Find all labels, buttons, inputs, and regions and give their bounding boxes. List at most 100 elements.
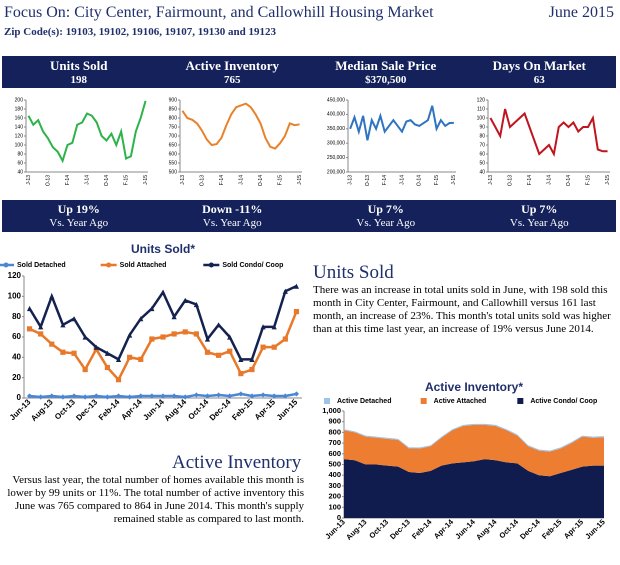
marker — [38, 394, 44, 400]
marker — [282, 336, 288, 342]
x-tick-label: O-14 — [258, 175, 264, 186]
change: Up 7% Vs. Year Ago — [309, 200, 463, 232]
marker — [160, 289, 166, 295]
change-value: Up 19% — [57, 202, 100, 216]
x-tick-label: J-15 — [143, 175, 149, 185]
y-tick-label: 800 — [328, 427, 341, 436]
y-tick-label: 550 — [169, 160, 178, 166]
x-tick-label: F-15 — [434, 175, 440, 186]
x-tick-label: Apr-14 — [432, 517, 456, 541]
x-tick-label: Dec-14 — [208, 397, 233, 422]
kpi-value: 198 — [70, 74, 88, 86]
kpi-value: $370,500 — [365, 74, 407, 86]
marker — [82, 394, 88, 400]
y-tick-label: 100 — [15, 142, 24, 148]
marker — [71, 393, 77, 399]
x-tick-label: J-14 — [238, 175, 244, 185]
marker — [293, 283, 300, 289]
legend-swatch — [324, 398, 330, 404]
change: Down -11% Vs. Year Ago — [156, 200, 310, 232]
y-tick-label: 90 — [479, 124, 485, 130]
marker — [182, 329, 188, 335]
legend-marker — [3, 262, 9, 268]
x-tick-label: Apr-15 — [562, 517, 585, 540]
y-tick-label: 70 — [479, 142, 485, 148]
kpi-label: Units Sold — [50, 58, 108, 73]
mini-chart: 40 60 80 100 120 140 160 180 200 J-13 O-13 F-14 J-14… — [15, 97, 149, 186]
line — [181, 102, 300, 150]
y-tick-label: 500 — [169, 169, 178, 175]
y-tick-label: 900 — [169, 97, 178, 103]
legend-label: Active Attached — [434, 398, 487, 405]
x-tick-label: Feb-14 — [410, 517, 434, 541]
y-tick-label: 100 — [8, 291, 22, 300]
marker — [260, 324, 266, 330]
marker — [115, 356, 122, 362]
y-tick-label: 60 — [12, 332, 21, 341]
kpi: Days On Market 63 — [463, 56, 617, 88]
y-tick-label: 200 — [15, 97, 24, 103]
y-tick-label: 80 — [479, 133, 485, 139]
y-tick-label: 450,000 — [327, 97, 345, 103]
kpi: Median Sale Price $370,500 — [309, 56, 463, 88]
x-tick-label: Jun-14 — [453, 517, 477, 541]
y-tick-label: 60 — [479, 151, 485, 157]
marker — [127, 354, 133, 360]
marker — [271, 324, 277, 330]
marker — [271, 393, 277, 399]
change: Up 19% Vs. Year Ago — [2, 200, 156, 232]
marker — [238, 371, 244, 377]
y-tick-label: 120 — [15, 133, 24, 139]
marker — [49, 341, 55, 347]
x-tick-label: J-14 — [546, 175, 552, 185]
marker — [60, 322, 66, 328]
x-tick-label: O-13 — [199, 175, 205, 186]
kpi-label: Days On Market — [492, 58, 586, 73]
x-tick-label: O-14 — [566, 175, 572, 186]
x-tick-label: F-14 — [527, 175, 533, 186]
y-tick-label: 200 — [328, 492, 341, 501]
marker — [227, 348, 233, 354]
marker — [238, 391, 244, 397]
marker — [182, 297, 188, 303]
area — [344, 459, 604, 518]
x-tick-label: Oct-14 — [186, 397, 210, 421]
x-tick-label: F-14 — [382, 175, 388, 186]
kpi: Units Sold 198 — [2, 56, 156, 88]
x-tick-label: J-15 — [605, 175, 611, 185]
marker — [238, 356, 244, 362]
marker — [127, 332, 133, 338]
y-tick-label: 1,000 — [322, 406, 341, 415]
x-tick-label: J-15 — [297, 175, 303, 185]
legend-label: Active Condo/ Coop — [530, 398, 597, 405]
marker — [249, 366, 255, 373]
marker — [249, 356, 255, 362]
x-tick-label: Aug-14 — [474, 517, 499, 542]
marker — [38, 324, 44, 330]
units-chart: Units Sold*020406080100120Jun-13Aug-13Oc… — [0, 242, 302, 423]
paragraph: Versus last year, the total number of ho… — [7, 474, 304, 525]
marker — [204, 393, 211, 399]
x-tick-label: F-14 — [219, 175, 225, 186]
y-tick-label: 700 — [169, 133, 178, 139]
marker — [71, 350, 77, 356]
kpi-label: Active Inventory — [185, 58, 279, 73]
marker — [138, 356, 144, 362]
legend-label: Sold Detached — [17, 262, 66, 269]
x-tick-label: F-14 — [65, 175, 71, 186]
y-tick-label: 600 — [328, 449, 341, 458]
x-tick-label: Aug-13 — [29, 397, 55, 423]
kpi-value: 63 — [533, 74, 545, 86]
x-tick-label: J-13 — [26, 175, 32, 185]
y-tick-label: 700 — [328, 438, 341, 447]
y-tick-label: 650 — [169, 142, 178, 148]
y-tick-label: 400,000 — [327, 112, 345, 118]
y-tick-label: 850 — [169, 106, 178, 112]
y-tick-label: 180 — [15, 106, 24, 112]
x-tick-label: Oct-14 — [497, 517, 520, 540]
x-tick-label: O-14 — [417, 175, 423, 186]
marker — [227, 393, 233, 399]
date: June 2015 — [548, 4, 614, 21]
x-tick-label: Aug-14 — [163, 397, 189, 423]
